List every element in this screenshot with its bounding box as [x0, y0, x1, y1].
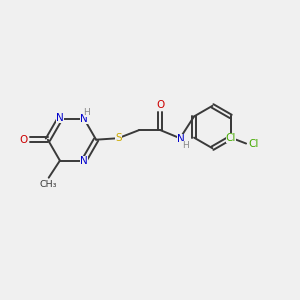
Text: N: N — [56, 113, 64, 123]
Text: O: O — [156, 100, 164, 110]
Text: N: N — [80, 156, 88, 166]
Text: CH₃: CH₃ — [40, 180, 58, 189]
Text: O: O — [20, 135, 28, 145]
Text: S: S — [115, 133, 122, 143]
Text: Cl: Cl — [249, 139, 259, 148]
Text: N: N — [177, 134, 184, 144]
Text: Cl: Cl — [226, 133, 236, 143]
Text: H: H — [182, 141, 189, 150]
Text: N: N — [80, 114, 88, 124]
Text: H: H — [84, 107, 90, 116]
